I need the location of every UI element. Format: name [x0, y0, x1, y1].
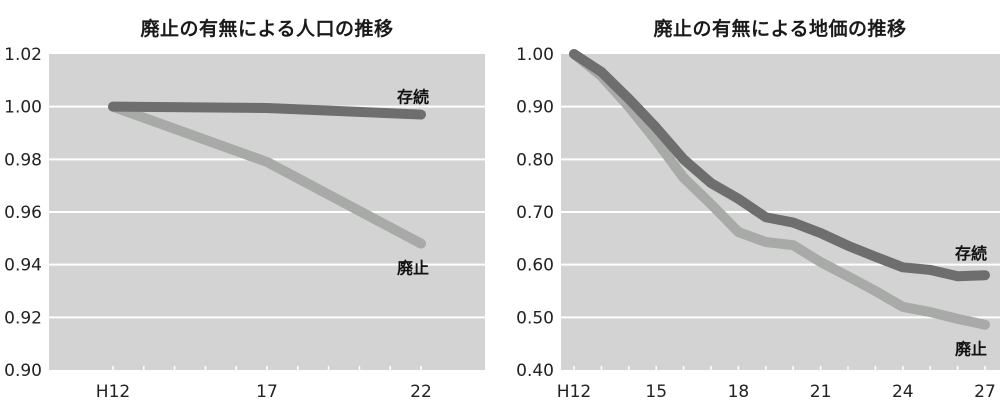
x-tick-label: 22	[410, 382, 432, 402]
series-line	[569, 49, 990, 330]
series-label: 存続	[397, 88, 429, 107]
y-tick-label: 1.00	[4, 98, 42, 118]
x-tick-label: 15	[645, 382, 667, 402]
series-line	[108, 101, 426, 249]
y-tick-label: 0.92	[4, 308, 42, 328]
y-tick-label: 0.40	[516, 361, 554, 381]
y-tick-label: 0.98	[4, 150, 42, 170]
y-tick-label: 1.00	[516, 45, 554, 65]
y-tick-label: 0.50	[516, 308, 554, 328]
x-tick-label: 24	[892, 382, 914, 402]
y-tick-label: 1.02	[4, 45, 42, 65]
population-chart-title: 廃止の有無による人口の推移	[140, 18, 394, 40]
x-tick-label: 17	[256, 382, 278, 402]
y-tick-label: 0.80	[516, 150, 554, 170]
y-tick-label: 0.90	[4, 361, 42, 381]
series-line	[108, 101, 426, 120]
series-line	[569, 49, 990, 282]
y-tick-label: 0.94	[4, 256, 42, 276]
x-tick-label: H12	[96, 382, 130, 402]
x-tick-label: 27	[974, 382, 996, 402]
land-price-chart-title: 廃止の有無による地価の推移	[653, 18, 907, 40]
y-tick-label: 0.70	[516, 203, 554, 223]
land-price-chart: 廃止の有無による地価の推移 1.00 0.90 0.80 0.70 0.60 0.50 0.…	[500, 0, 1000, 415]
x-tick-label: 21	[810, 382, 832, 402]
y-tick-label: 0.60	[516, 256, 554, 276]
y-tick-label: 0.90	[516, 98, 554, 118]
series-label: 廃止	[955, 340, 987, 359]
x-tick-label: H12	[557, 382, 591, 402]
series-label: 存続	[955, 244, 987, 263]
series-label: 廃止	[397, 259, 429, 278]
x-tick-label: 18	[728, 382, 750, 402]
population-chart: 廃止の有無による人口の推移 1.02 1.00 0.98 0.96 0.94 0.92 0.…	[4, 18, 485, 402]
y-tick-label: 0.96	[4, 203, 42, 223]
